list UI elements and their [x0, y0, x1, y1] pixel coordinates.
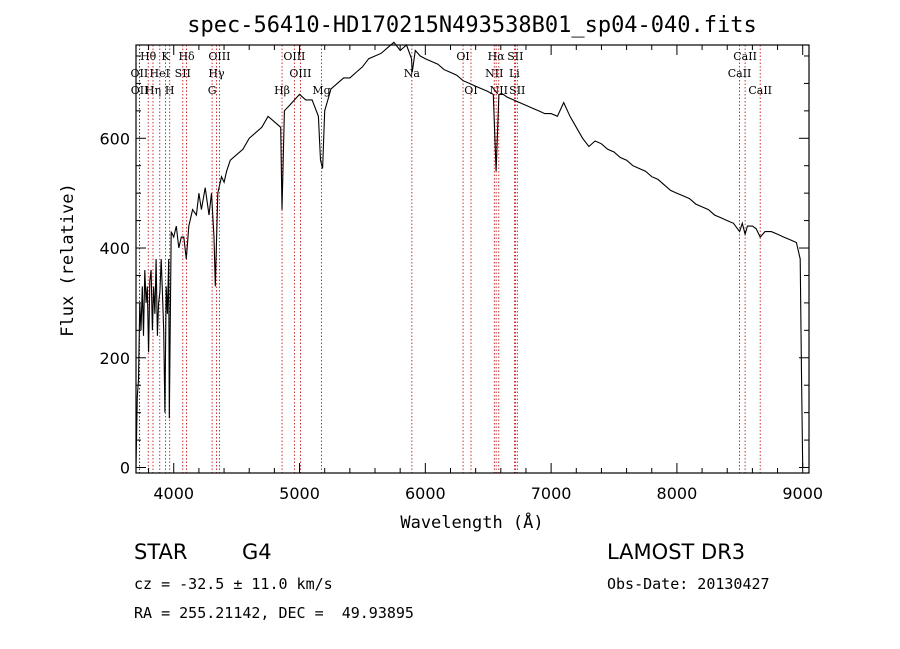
line-marker-label: OI [464, 84, 477, 97]
x-tick-label: 4000 [153, 484, 194, 503]
chart-title: spec-56410-HD170215N493538B01_sp04-040.f… [187, 13, 757, 38]
line-marker-label: OIII [283, 50, 305, 63]
line-marker-label: G [208, 84, 217, 97]
line-marker-label: OI [456, 50, 469, 63]
object-class: STAR [134, 540, 188, 564]
line-marker-label: SII [507, 50, 523, 63]
line-marker-label: Hδ [178, 50, 195, 63]
line-marker-label: Hη [145, 84, 161, 97]
x-axis-ticks: 4000 5000 6000 7000 8000 9000 [148, 45, 823, 503]
redshift-readout: cz = -32.5 ± 11.0 km/s [134, 575, 333, 593]
line-marker-label: Hβ [274, 84, 290, 97]
x-tick-label: 9000 [782, 484, 823, 503]
line-marker-label: Hα [488, 50, 506, 63]
line-marker-label: OII [131, 84, 149, 97]
line-markers [138, 45, 761, 473]
survey-name: LAMOST DR3 [607, 540, 746, 564]
line-marker-label: H [165, 84, 175, 97]
x-tick-label: 8000 [657, 484, 698, 503]
line-marker-label: OIII [289, 67, 311, 80]
spectrum-line [135, 41, 804, 468]
line-marker-label: CaII [733, 50, 757, 63]
line-marker-label: OII [131, 67, 149, 80]
x-tick-label: 7000 [531, 484, 572, 503]
object-subclass: G4 [242, 540, 272, 564]
line-marker-label: Na [404, 67, 421, 80]
x-tick-label: 5000 [279, 484, 320, 503]
line-marker-label: HeI [150, 67, 170, 80]
line-marker-label: Hγ [208, 67, 225, 80]
line-marker-label: Mg [312, 84, 330, 97]
line-marker-label: Li [509, 67, 520, 80]
line-marker-label: SII [175, 67, 191, 80]
y-axis-label: Flux (relative) [58, 183, 78, 337]
y-tick-label: 0 [120, 459, 130, 478]
y-axis-ticks: 0 200 400 600 [99, 55, 809, 478]
x-axis-label: Wavelength (Å) [400, 511, 543, 533]
y-tick-label: 400 [99, 239, 130, 258]
line-marker-label: Hθ [140, 50, 157, 63]
y-tick-label: 600 [99, 129, 130, 148]
line-marker-label: NII [490, 84, 508, 97]
line-marker-label: SII [509, 84, 525, 97]
coordinates: RA = 255.21142, DEC = 49.93895 [134, 604, 414, 622]
line-marker-label: K [161, 50, 170, 63]
y-tick-label: 200 [99, 349, 130, 368]
line-marker-label: NII [485, 67, 503, 80]
line-marker-label: CaII [748, 84, 772, 97]
plot-frame [135, 44, 810, 474]
line-marker-label: OIII [208, 50, 230, 63]
x-tick-label: 6000 [405, 484, 446, 503]
obs-date: Obs-Date: 20130427 [607, 575, 770, 593]
line-marker-label: CaII [728, 67, 752, 80]
